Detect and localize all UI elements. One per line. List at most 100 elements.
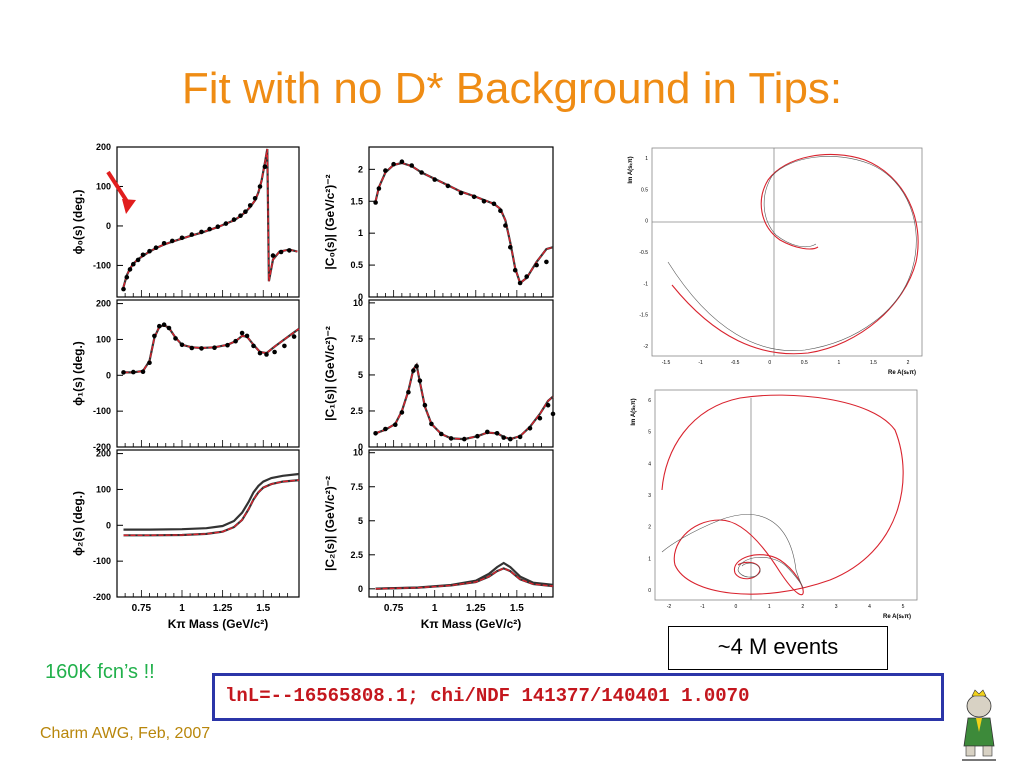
data-point [417, 378, 423, 384]
argand-y-tick-label: -1 [644, 281, 649, 287]
mascot-logo-icon [962, 689, 996, 761]
series-line-fit [374, 162, 554, 285]
events-note: ~4 M events [717, 634, 839, 659]
data-point [287, 248, 292, 253]
argand-y-tick-label: 1 [648, 556, 651, 562]
data-point [517, 434, 523, 440]
x-tick-label: 0.75 [132, 603, 152, 614]
likelihood-box: lnL=--16565808.1; chi/NDF 141377/140401 … [212, 673, 944, 721]
fcn-note: 160K fcn’s !! [45, 661, 155, 683]
data-point [373, 431, 378, 436]
x-axis-label: Kπ Mass (GeV/c²) [421, 617, 522, 631]
data-point [140, 369, 146, 375]
data-point [121, 286, 126, 292]
x-tick-label: 0.75 [384, 603, 404, 614]
data-point [127, 267, 133, 272]
data-point [376, 186, 382, 191]
data-point [135, 257, 141, 263]
data-point [508, 244, 513, 250]
argand-x-tick-label: 1 [837, 360, 840, 366]
argand-x-tick-label: 4 [868, 604, 871, 610]
y-tick-label: 100 [96, 334, 111, 344]
data-point [399, 159, 405, 164]
data-point [282, 343, 287, 349]
argand-x-tick-label: 3 [835, 604, 838, 610]
x-tick-label: 1 [432, 603, 438, 614]
data-point [391, 161, 396, 167]
argand-x-axis-label: Re A(sₖπ) [883, 614, 911, 620]
data-point [189, 345, 195, 351]
data-point [262, 164, 268, 169]
data-point [153, 245, 159, 250]
data-point [179, 342, 185, 348]
series-line-dark [123, 323, 300, 374]
argand-y-tick-label: 4 [648, 461, 651, 467]
data-point [432, 177, 438, 182]
y-tick-label: 100 [96, 484, 111, 494]
data-point [291, 334, 297, 339]
data-point [524, 274, 529, 279]
x-tick-label: 1.5 [256, 603, 270, 614]
data-point [462, 436, 467, 442]
data-point [498, 208, 503, 214]
argand-y-tick-label: 0.5 [641, 187, 648, 193]
data-point [173, 336, 178, 341]
argand-y-tick-label: 3 [648, 493, 651, 499]
y-tick-label: 7.5 [350, 482, 363, 492]
data-point [257, 184, 263, 189]
data-point [527, 426, 533, 431]
y-tick-label: 10 [353, 298, 363, 308]
data-point [264, 352, 269, 357]
argand-plot-top: 1 0.5 0 -0.5 -1 -1.5 -2 -1.5 -1 -0.5 0 0.5 1 1.5 2 Im A… [628, 147, 923, 376]
red-arrow-icon [106, 170, 136, 214]
argand-bottom-fit-curve [661, 394, 904, 596]
panel-c1: 0 2.5 5 7.5 10 |C₁(s)| (GeV/c²)⁻² [323, 298, 556, 452]
argand-x-tick-label: -2 [667, 604, 672, 610]
data-point [471, 194, 477, 200]
data-point [501, 435, 507, 440]
argand-y-tick-label: 6 [648, 398, 651, 404]
data-point [485, 429, 490, 435]
data-point [166, 325, 172, 331]
y-tick-label: -200 [93, 442, 111, 452]
argand-top-fit-curve [671, 154, 919, 355]
panel-phi0: -100 0 100 200 ϕ₀(s) (deg.) [71, 142, 300, 298]
series-line-fit [375, 567, 554, 590]
data-point [411, 368, 416, 373]
y-tick-label: 200 [96, 142, 111, 152]
argand-plot-bottom: 6 5 4 3 2 1 0 -2 -1 0 1 2 3 4 5 Im A(sₖπ) Re A(sₖπ) [631, 389, 918, 620]
series-line-fit [123, 324, 300, 374]
argand-x-axis-label: Re A(sₖπ) [888, 370, 916, 376]
data-point [494, 431, 500, 436]
series-line-dark [375, 561, 554, 590]
y-axis-label: ϕ₀(s) (deg.) [71, 189, 85, 254]
y-tick-label: 2 [358, 164, 363, 174]
y-tick-label: 7.5 [350, 334, 363, 344]
data-point [161, 322, 167, 328]
series-line-dark [374, 161, 554, 285]
argand-x-tick-label: 0 [734, 604, 737, 610]
data-point [233, 338, 238, 344]
data-point [399, 410, 405, 415]
data-point [244, 333, 250, 339]
y-tick-label: 0 [106, 520, 111, 530]
series-line-dark [375, 362, 554, 441]
data-point [231, 217, 237, 222]
y-tick-label: 100 [96, 181, 111, 191]
data-point [157, 323, 162, 329]
y-tick-label: 0.5 [350, 260, 363, 270]
argand-y-axis-label: Im A(sₖπ) [628, 156, 634, 183]
panel-c2: 0 2.5 5 7.5 10 |C₂(s)| (GeV/c²)⁻² 0.75 1 1.25 1.5… [323, 448, 554, 631]
y-axis-label: ϕ₂(s) (deg.) [71, 491, 85, 556]
data-point [272, 349, 277, 355]
argand-x-tick-label: -1 [700, 604, 705, 610]
series-line-fit [375, 363, 554, 440]
events-box: ~4 M events [668, 626, 888, 670]
argand-x-tick-label: 0.5 [801, 360, 808, 366]
y-tick-label: -100 [93, 406, 111, 416]
data-point [170, 238, 175, 244]
argand-x-tick-label: 1.5 [870, 360, 877, 366]
x-tick-label: 1.25 [213, 603, 233, 614]
data-point [207, 226, 212, 232]
data-point [534, 262, 539, 268]
